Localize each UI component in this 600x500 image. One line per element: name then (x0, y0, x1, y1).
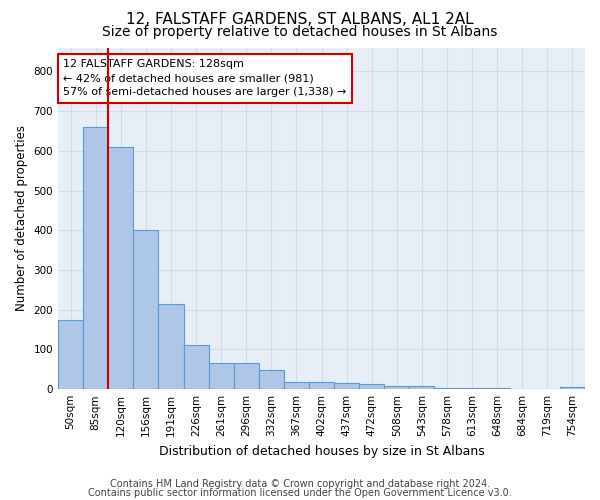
Bar (284, 382, 309, 389)
Bar (209, 364, 233, 389)
Text: Contains HM Land Registry data © Crown copyright and database right 2024.: Contains HM Land Registry data © Crown c… (110, 479, 490, 489)
Bar (233, 364, 259, 389)
Bar (560, 387, 585, 389)
Text: Contains public sector information licensed under the Open Government Licence v3: Contains public sector information licen… (88, 488, 512, 498)
Bar (158, 304, 184, 389)
Bar (409, 386, 434, 389)
Bar (133, 230, 158, 389)
Text: 12 FALSTAFF GARDENS: 128sqm
← 42% of detached houses are smaller (981)
57% of se: 12 FALSTAFF GARDENS: 128sqm ← 42% of det… (64, 60, 347, 98)
Bar (485, 388, 510, 389)
Text: 12, FALSTAFF GARDENS, ST ALBANS, AL1 2AL: 12, FALSTAFF GARDENS, ST ALBANS, AL1 2AL (126, 12, 474, 28)
Bar (359, 384, 384, 389)
Bar (184, 346, 209, 389)
Text: Size of property relative to detached houses in St Albans: Size of property relative to detached ho… (103, 25, 497, 39)
Bar (460, 388, 485, 389)
Bar (309, 382, 334, 389)
Bar (108, 147, 133, 389)
Bar (83, 127, 108, 389)
Bar (259, 370, 284, 389)
Bar (58, 320, 83, 389)
Bar (334, 383, 359, 389)
Y-axis label: Number of detached properties: Number of detached properties (15, 126, 28, 312)
X-axis label: Distribution of detached houses by size in St Albans: Distribution of detached houses by size … (158, 444, 484, 458)
Bar (434, 388, 460, 389)
Bar (384, 386, 409, 389)
